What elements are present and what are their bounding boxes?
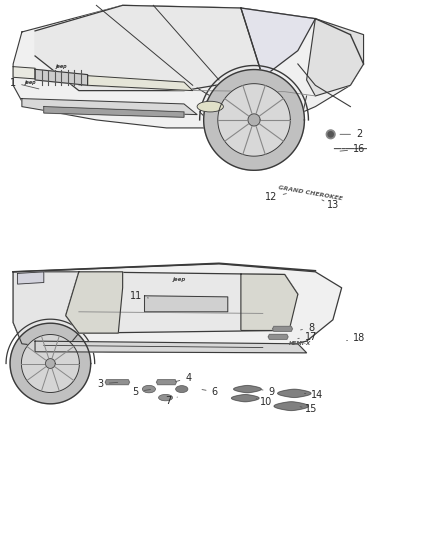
Polygon shape — [156, 379, 176, 385]
Text: ━━━━━━━━: ━━━━━━━━ — [333, 146, 367, 152]
Text: 15: 15 — [300, 405, 317, 414]
Text: HEMI·X: HEMI·X — [289, 341, 311, 346]
Text: 10: 10 — [256, 398, 272, 407]
Text: 4: 4 — [176, 374, 191, 383]
Text: 5: 5 — [133, 387, 151, 397]
Text: 2: 2 — [340, 130, 362, 139]
Text: 14: 14 — [304, 391, 324, 400]
Ellipse shape — [159, 394, 173, 401]
Polygon shape — [204, 70, 304, 170]
Text: jeep: jeep — [173, 277, 186, 282]
Polygon shape — [10, 323, 91, 404]
Text: 13: 13 — [322, 200, 339, 210]
Polygon shape — [106, 379, 130, 385]
Polygon shape — [35, 341, 307, 353]
Polygon shape — [22, 99, 197, 115]
Polygon shape — [241, 274, 298, 330]
Text: 9: 9 — [261, 387, 275, 397]
Ellipse shape — [176, 386, 188, 392]
Polygon shape — [218, 84, 290, 156]
Polygon shape — [21, 335, 79, 392]
Polygon shape — [13, 5, 364, 128]
Text: 1: 1 — [10, 78, 39, 89]
Text: jeep: jeep — [56, 63, 67, 69]
Polygon shape — [248, 114, 260, 126]
Polygon shape — [241, 8, 315, 77]
Text: 18: 18 — [346, 334, 365, 343]
Polygon shape — [145, 296, 228, 312]
Text: 16: 16 — [340, 144, 365, 154]
Polygon shape — [13, 67, 35, 79]
Polygon shape — [268, 335, 288, 340]
Polygon shape — [88, 76, 193, 91]
Polygon shape — [232, 395, 259, 401]
Polygon shape — [272, 326, 293, 331]
Polygon shape — [234, 386, 261, 392]
Polygon shape — [278, 390, 311, 397]
Text: 12: 12 — [265, 192, 286, 202]
Text: GRAND CHEROKEE: GRAND CHEROKEE — [278, 185, 343, 201]
Polygon shape — [18, 272, 44, 284]
Polygon shape — [35, 69, 88, 85]
Text: 11: 11 — [130, 291, 148, 301]
Text: 17: 17 — [298, 332, 317, 342]
Polygon shape — [13, 264, 342, 352]
Polygon shape — [307, 19, 364, 96]
Circle shape — [326, 130, 335, 139]
Polygon shape — [274, 402, 308, 410]
Ellipse shape — [142, 385, 155, 393]
Text: 3: 3 — [98, 379, 118, 389]
Polygon shape — [35, 5, 263, 91]
Polygon shape — [13, 272, 79, 349]
Polygon shape — [46, 359, 55, 368]
Text: jeep: jeep — [25, 80, 36, 85]
Circle shape — [328, 132, 333, 137]
Text: 8: 8 — [300, 323, 314, 333]
Polygon shape — [44, 107, 184, 117]
Text: 6: 6 — [202, 387, 218, 397]
Text: 7: 7 — [166, 396, 177, 406]
Ellipse shape — [197, 101, 223, 112]
Polygon shape — [66, 272, 123, 333]
Polygon shape — [66, 272, 298, 333]
